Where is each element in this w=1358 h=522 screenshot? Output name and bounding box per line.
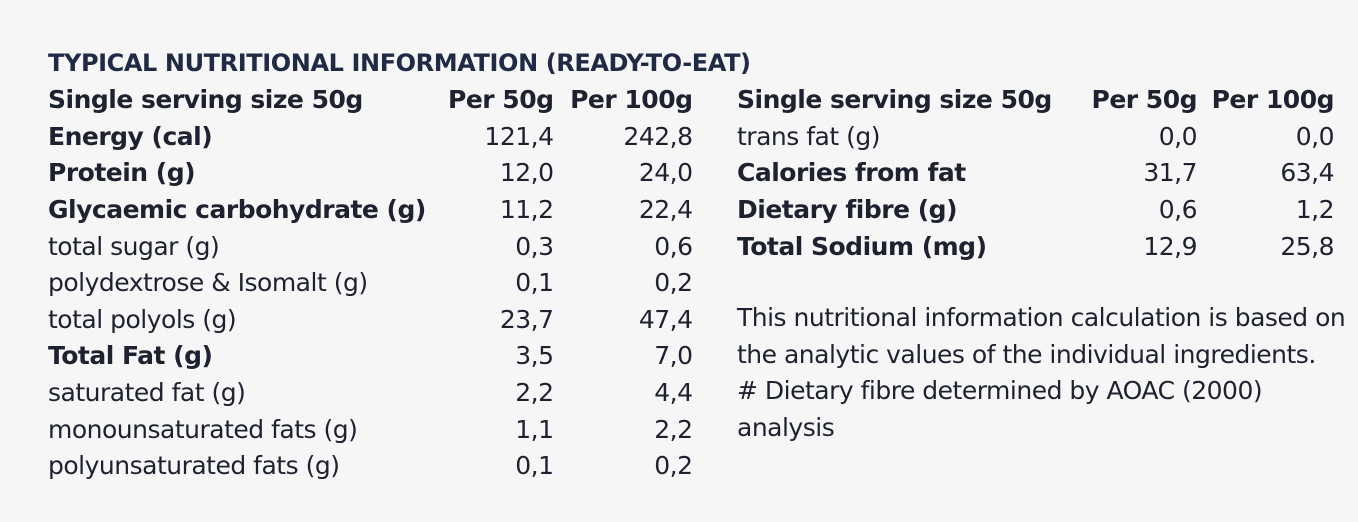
nutrient-label: Total Sodium (mg): [737, 231, 987, 261]
table-row: Dietary fibre (g) 0,6 1,2: [737, 192, 1335, 229]
nutrient-label: polydextrose & Isomalt (g): [48, 268, 368, 298]
table-row: monounsaturated fats (g) 1,1 2,2: [48, 411, 693, 448]
value-per-50g: 0,6: [1158, 195, 1198, 225]
value-per-50g: 0,0: [1158, 121, 1198, 151]
value-per-100g: 242,8: [623, 121, 693, 151]
nutrient-label: Energy (cal): [48, 121, 213, 151]
value-per-50g: 0,3: [515, 231, 554, 261]
value-per-100g: 2,2: [654, 414, 693, 444]
value-per-50g: 0,1: [515, 268, 554, 298]
table-row: trans fat (g) 0,0 0,0: [737, 119, 1335, 156]
value-per-50g: 1,1: [515, 414, 554, 444]
nutrient-label: total sugar (g): [48, 231, 220, 261]
nutrient-label: Glycaemic carbohydrate (g): [48, 195, 426, 225]
table-row: Glycaemic carbohydrate (g) 11,2 22,4: [48, 192, 693, 229]
nutrient-label: total polyols (g): [48, 304, 237, 334]
value-per-50g: 121,4: [484, 121, 554, 151]
header-per-100g: Per 100g: [1211, 85, 1335, 115]
header-serving-size: Single serving size 50g: [48, 85, 363, 115]
value-per-50g: 0,1: [515, 451, 554, 481]
value-per-50g: 12,0: [499, 158, 554, 188]
value-per-100g: 0,2: [654, 451, 693, 481]
table-row: Calories from fat 31,7 63,4: [737, 155, 1335, 192]
value-per-100g: 0,0: [1295, 121, 1335, 151]
fibre-note: # Dietary fibre determined by AOAC (2000…: [737, 376, 1263, 442]
table-row: Total Sodium (mg) 12,9 25,8: [737, 228, 1335, 265]
value-per-100g: 7,0: [654, 341, 693, 371]
table-row: Energy (cal) 121,4 242,8: [48, 119, 693, 156]
nutrition-notes: This nutritional information calculation…: [737, 300, 1347, 446]
nutrition-table-left: Single serving size 50g Per 50g Per 100g…: [48, 82, 693, 485]
nutrient-label: Protein (g): [48, 158, 196, 188]
table-row: polydextrose & Isomalt (g) 0,1 0,2: [48, 265, 693, 302]
nutrient-label: Calories from fat: [737, 158, 966, 188]
nutrient-label: Total Fat (g): [48, 341, 213, 371]
nutrient-label: polyunsaturated fats (g): [48, 451, 340, 481]
value-per-50g: 3,5: [515, 341, 554, 371]
value-per-100g: 0,6: [654, 231, 693, 261]
value-per-100g: 0,2: [654, 268, 693, 298]
table-header-row: Single serving size 50g Per 50g Per 100g: [48, 82, 693, 119]
value-per-100g: 25,8: [1280, 231, 1334, 261]
nutrient-label: Dietary fibre (g): [737, 195, 958, 225]
value-per-50g: 12,9: [1143, 231, 1197, 261]
table-row: total polyols (g) 23,7 47,4: [48, 302, 693, 339]
calculation-note: This nutritional information calculation…: [737, 303, 1346, 369]
header-per-100g: Per 100g: [570, 85, 693, 115]
value-per-50g: 11,2: [499, 195, 554, 225]
nutrient-label: trans fat (g): [737, 121, 880, 151]
table-row: total sugar (g) 0,3 0,6: [48, 228, 693, 265]
value-per-50g: 31,7: [1143, 158, 1197, 188]
nutrition-table-right: Single serving size 50g Per 50g Per 100g…: [737, 82, 1335, 265]
page-title: TYPICAL NUTRITIONAL INFORMATION (READY-T…: [48, 49, 751, 77]
value-per-100g: 47,4: [638, 304, 693, 334]
table-row: Protein (g) 12,0 24,0: [48, 155, 693, 192]
value-per-100g: 1,2: [1295, 195, 1335, 225]
table-header-row: Single serving size 50g Per 50g Per 100g: [737, 82, 1335, 119]
value-per-100g: 63,4: [1280, 158, 1334, 188]
table-row: saturated fat (g) 2,2 4,4: [48, 375, 693, 412]
nutrient-label: monounsaturated fats (g): [48, 414, 358, 444]
table-row: Total Fat (g) 3,5 7,0: [48, 338, 693, 375]
table-row: polyunsaturated fats (g) 0,1 0,2: [48, 448, 693, 485]
value-per-100g: 22,4: [638, 195, 693, 225]
value-per-100g: 4,4: [654, 378, 693, 408]
header-serving-size: Single serving size 50g: [737, 85, 1052, 115]
value-per-50g: 23,7: [499, 304, 554, 334]
value-per-100g: 24,0: [638, 158, 693, 188]
header-per-50g: Per 50g: [448, 85, 554, 115]
value-per-50g: 2,2: [515, 378, 554, 408]
header-per-50g: Per 50g: [1091, 85, 1198, 115]
nutrient-label: saturated fat (g): [48, 378, 246, 408]
